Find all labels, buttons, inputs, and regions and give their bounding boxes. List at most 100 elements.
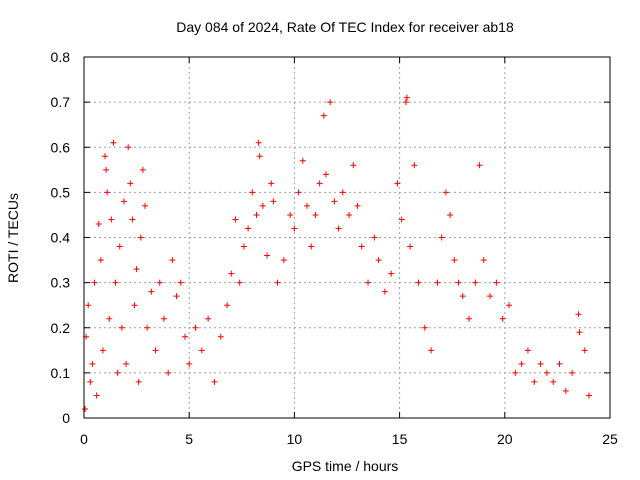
data-point [186,360,193,367]
data-point [217,333,224,340]
data-point [499,315,506,322]
data-point [487,293,494,300]
data-point [255,139,262,146]
y-tick-label: 0.2 [51,320,71,336]
data-point [137,234,144,241]
data-point [245,225,252,232]
data-point [125,144,132,151]
y-tick-label: 0.3 [51,275,71,291]
data-point [388,270,395,277]
data-point [135,378,142,385]
data-point [585,392,592,399]
data-point [428,347,435,354]
data-point [177,279,184,286]
data-point [562,387,569,394]
x-tick-label: 5 [185,431,193,447]
data-point [205,315,212,322]
y-tick-label: 0.4 [51,230,71,246]
data-point [518,360,525,367]
x-tick-label: 20 [497,431,513,447]
data-point [211,378,218,385]
data-point [139,166,146,173]
data-point [322,171,329,178]
data-point [280,257,287,264]
data-point [455,279,462,286]
data-point [253,211,260,218]
data-point [268,180,275,187]
data-point [331,198,338,205]
data-point [224,302,231,309]
y-tick-label: 0 [62,410,70,426]
data-point [97,257,104,264]
data-point [87,378,94,385]
data-point [89,360,96,367]
data-point [129,216,136,223]
data-point [256,153,263,160]
data-point [339,189,346,196]
x-tick-label: 25 [602,431,618,447]
data-point [240,243,247,250]
data-point [493,279,500,286]
axis-ticks: 0 0.1 0.2 0.3 0.4 0.5 0.6 0.7 0.8 0 5 10 15 20 25 [51,49,618,447]
x-tick-label: 15 [392,431,408,447]
data-point [320,112,327,119]
data-point [127,180,134,187]
data-point [131,302,138,309]
data-point [181,333,188,340]
data-point [472,279,479,286]
data-point [451,257,458,264]
data-point [576,329,583,336]
data-point [120,198,127,205]
data-point [93,392,100,399]
data-point [312,211,319,218]
data-point [274,279,281,286]
data-point [543,369,550,376]
data-point [442,189,449,196]
data-point [169,257,176,264]
data-point [85,302,92,309]
data-point [506,302,513,309]
data-point [358,243,365,250]
data-point [447,211,454,218]
data-point [550,378,557,385]
y-tick-label: 0.7 [51,94,71,110]
data-point [537,360,544,367]
data-point [575,311,582,318]
data-point [91,279,98,286]
data-point [270,198,277,205]
data-point [264,252,271,259]
data-point [123,360,130,367]
data-point [304,202,311,209]
y-tick-label: 0.8 [51,49,71,65]
data-point [438,234,445,241]
data-point [308,243,315,250]
data-point [104,189,111,196]
data-point [116,243,123,250]
data-point [192,324,199,331]
data-point [394,180,401,187]
data-point [173,293,180,300]
data-point [133,266,140,273]
data-point [110,139,117,146]
data-point [160,315,167,322]
chart-title: Day 084 of 2024, Rate Of TEC Index for r… [176,19,514,35]
data-point [82,405,89,412]
data-point [375,257,382,264]
data-point [531,378,538,385]
data-point [316,180,323,187]
y-tick-label: 0.6 [51,139,71,155]
data-point [249,189,256,196]
data-point [381,288,388,295]
data-point [398,216,405,223]
data-point [371,234,378,241]
x-axis-label: GPS time / hours [292,458,399,474]
data-point [365,279,372,286]
y-axis-label: ROTI / TECUs [5,193,21,283]
data-point [556,360,563,367]
data-point [434,279,441,286]
data-point [459,293,466,300]
y-tick-label: 0.1 [51,365,71,381]
grid [84,57,610,418]
data-point [144,324,151,331]
